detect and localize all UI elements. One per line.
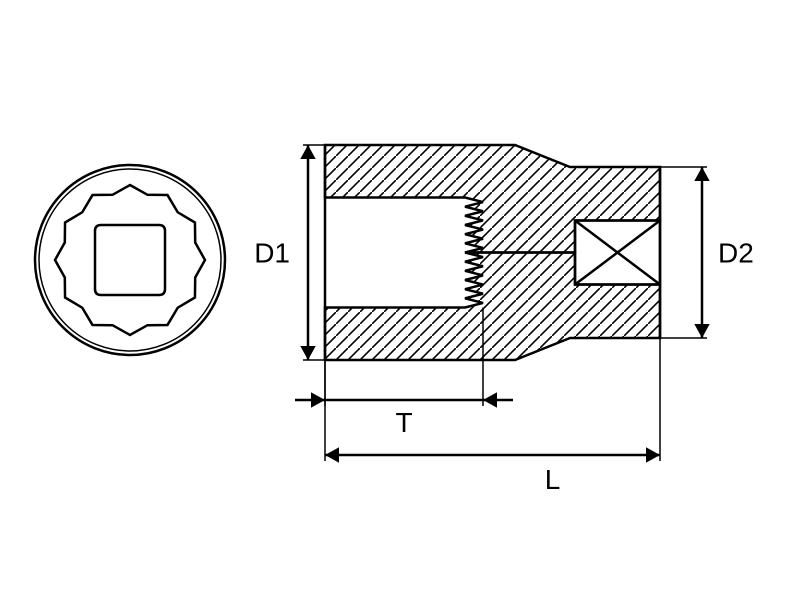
section-upper — [325, 145, 660, 253]
section-view — [325, 145, 660, 360]
end-view — [35, 165, 225, 355]
section-lower — [325, 253, 660, 361]
label-l: L — [545, 464, 561, 495]
label-t: T — [395, 407, 412, 438]
label-d1: D1 — [254, 238, 290, 269]
label-d2: D2 — [718, 238, 754, 269]
socket-technical-drawing: D1 D2 T L — [0, 0, 800, 600]
